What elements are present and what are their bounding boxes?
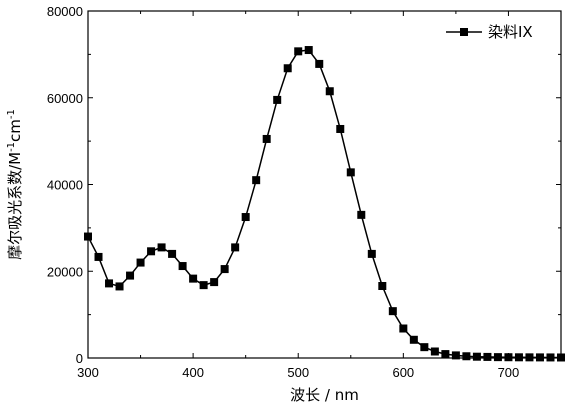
data-point	[283, 64, 292, 73]
data-point	[220, 265, 229, 274]
data-point	[241, 213, 250, 222]
data-point	[388, 307, 397, 316]
data-point	[441, 350, 450, 359]
data-point	[126, 271, 135, 280]
x-axis-title: 波长 / nm	[290, 386, 359, 404]
legend-label: 染料IX	[488, 23, 533, 41]
plot-area	[84, 46, 565, 362]
series-line	[87, 49, 562, 359]
data-point	[189, 274, 198, 283]
data-point	[357, 210, 366, 219]
x-tick-label: 300	[77, 365, 99, 380]
data-point	[472, 352, 481, 361]
data-point	[94, 252, 103, 261]
x-tick-label: 700	[498, 365, 520, 380]
legend-marker-swatch	[460, 28, 468, 36]
data-point	[514, 353, 523, 362]
data-point	[199, 281, 208, 290]
x-tick-label: 600	[392, 365, 414, 380]
data-point	[483, 352, 492, 361]
data-point	[430, 347, 439, 356]
axes: 300 400 500 600 700 0 20000 40000 60000 80000	[47, 4, 562, 380]
data-point	[346, 168, 355, 177]
y-axis-title-main: 摩尔吸光系数/M	[6, 152, 24, 260]
data-point	[409, 335, 418, 344]
y-tick-label: 20000	[47, 264, 83, 279]
data-point	[273, 95, 282, 104]
data-point	[325, 87, 334, 96]
data-point	[493, 353, 502, 362]
data-point	[262, 134, 271, 143]
y-tick-label: 80000	[47, 4, 83, 19]
y-axis-title: 摩尔吸光系数/M-1cm-1	[6, 109, 24, 260]
data-point	[304, 46, 313, 55]
y-axis-title-sup2: -1	[6, 109, 17, 119]
y-axis-title-mid: cm	[6, 119, 24, 142]
data-point	[168, 249, 177, 258]
x-tick-label: 400	[182, 365, 204, 380]
data-point	[147, 247, 156, 256]
data-point	[115, 282, 124, 291]
data-point	[367, 249, 376, 258]
y-tick-label: 0	[76, 351, 83, 366]
plot-frame	[87, 10, 562, 359]
data-point	[294, 47, 303, 56]
data-point	[178, 262, 187, 271]
data-point	[535, 353, 544, 362]
data-point	[105, 279, 114, 288]
y-tick-label: 40000	[47, 178, 83, 193]
data-point	[210, 278, 219, 287]
y-axis-title-sup1: -1	[6, 142, 17, 152]
y-tick-label: 60000	[47, 91, 83, 106]
data-point	[462, 352, 471, 361]
data-point	[399, 324, 408, 333]
data-point	[231, 243, 240, 252]
data-point	[315, 59, 324, 68]
x-tick-label: 500	[287, 365, 309, 380]
legend: 染料IX	[446, 23, 533, 41]
data-point	[136, 258, 145, 267]
data-point	[420, 343, 429, 352]
data-point	[157, 243, 166, 252]
data-point	[378, 281, 387, 290]
data-point	[336, 124, 345, 133]
data-point	[525, 353, 534, 362]
data-point	[252, 176, 261, 185]
